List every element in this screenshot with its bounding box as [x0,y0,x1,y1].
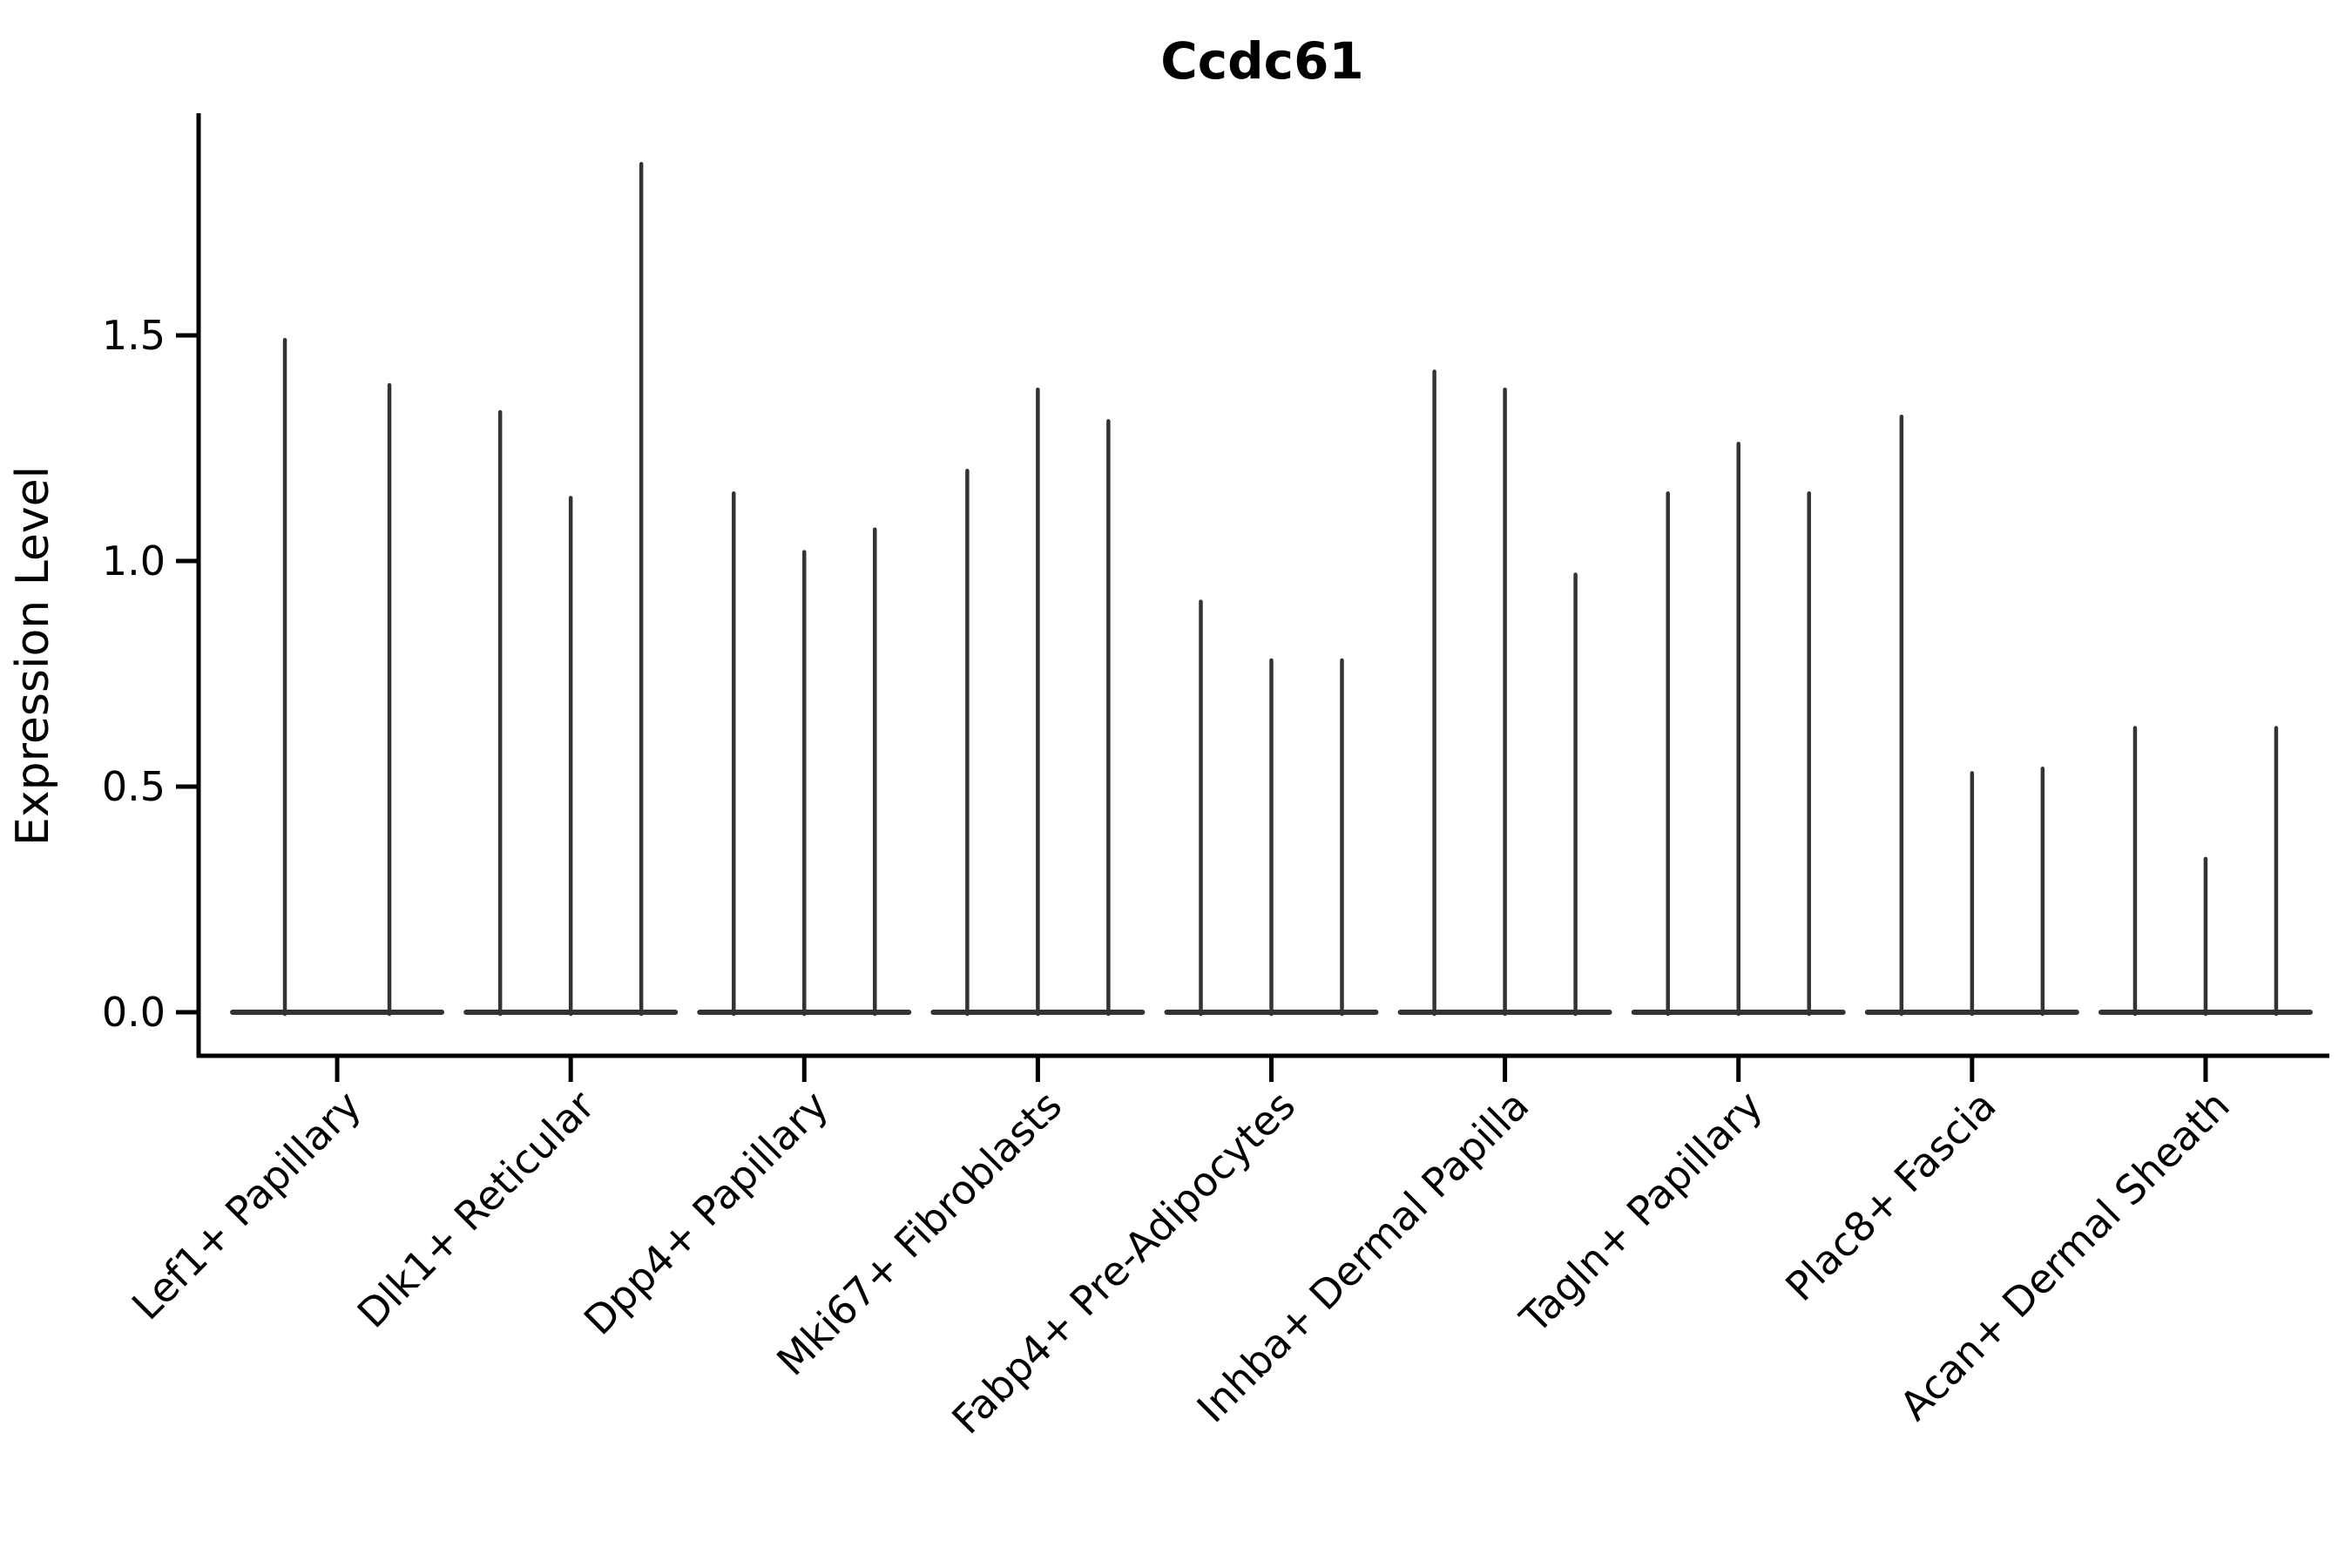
y-tick-label: 1.5 [102,312,166,359]
y-tick-label: 0.0 [102,989,166,1036]
y-tick-label: 0.5 [102,763,166,810]
y-axis-label: Expression Level [7,466,59,846]
x-category-label: Dlk1+ Reticular [348,1082,604,1337]
x-category-label: Tagln+ Papillary [1511,1082,1772,1343]
x-category-label: Plac8+ Fascia [1776,1082,2004,1310]
y-tick-label: 1.0 [102,537,166,585]
violins-layer [230,161,2313,1017]
ticks-layer [176,333,2208,1082]
x-category-label: Lef1+ Papillary [123,1082,370,1329]
axes-layer [196,113,2329,1058]
x-category-label: Dpp4+ Papillary [575,1082,837,1344]
chart-title: Ccdc61 [1160,31,1364,91]
